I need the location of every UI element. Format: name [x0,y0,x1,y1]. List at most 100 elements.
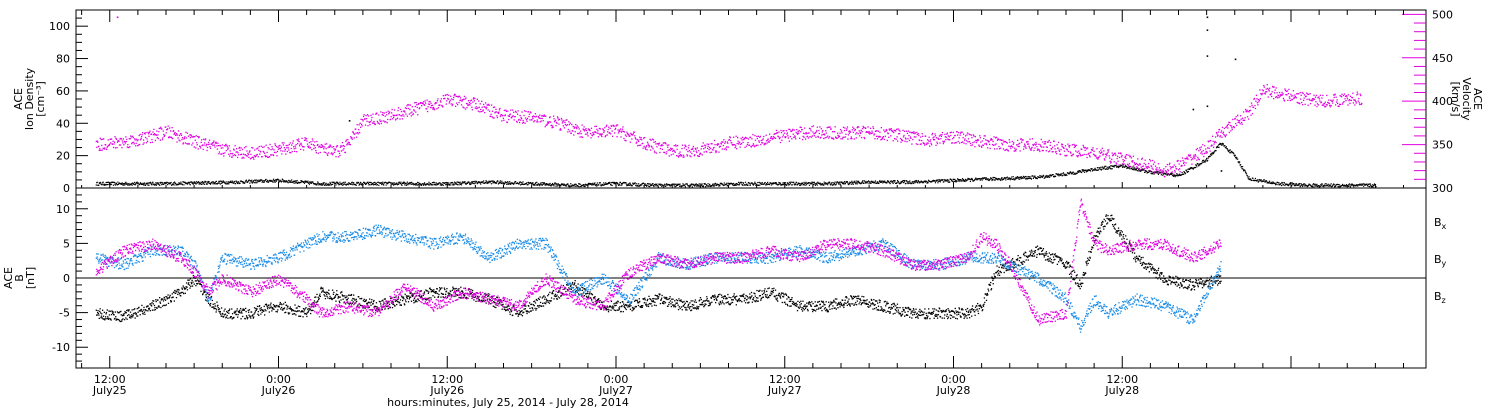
density-point [851,180,853,182]
density-point [183,184,185,186]
density-point [1048,175,1050,177]
velocity-point [1114,152,1116,155]
velocity-point [720,143,723,145]
density-point [1141,168,1143,170]
velocity-point [722,141,724,143]
velocity-point [583,130,586,132]
density-point [433,181,435,183]
velocity-point [253,155,255,157]
velocity-point [491,116,493,118]
velocity-point [539,121,541,123]
velocity-point [1199,149,1201,151]
velocity-point [529,111,532,113]
velocity-point [154,139,157,142]
velocity-point [152,133,155,136]
density-point [172,183,174,185]
density-point [149,182,151,184]
velocity-point [501,120,503,122]
density-point [1117,165,1119,167]
density-point [842,182,844,184]
velocity-point [764,142,766,144]
density-point [964,178,967,181]
velocity-point [671,148,673,150]
velocity-point [112,146,115,149]
velocity-point [583,126,585,128]
density-point [556,185,559,187]
velocity-point [569,122,571,124]
velocity-point [1232,118,1234,121]
density-point [117,183,120,185]
velocity-point [966,134,968,136]
density-point [955,181,957,183]
velocity-point [670,154,672,156]
velocity-point [814,132,817,134]
density-point [530,182,532,185]
velocity-point [412,114,414,116]
velocity-point [493,106,496,108]
density-point [1006,176,1008,178]
velocity-point [730,139,732,142]
velocity-point [875,135,878,138]
density-point [161,181,163,184]
velocity-point [850,137,852,140]
velocity-point [328,146,331,148]
density-point [1321,183,1323,185]
velocity-point [246,155,249,157]
velocity-point [418,102,420,105]
velocity-point [892,140,894,142]
velocity-point [1103,158,1105,160]
velocity-point [473,100,475,102]
density-point [1306,185,1309,188]
velocity-point [282,144,285,146]
velocity-point [1158,171,1160,173]
velocity-point [453,96,455,99]
density-point [349,183,351,185]
density-point [253,180,255,182]
density-point [1039,175,1041,177]
velocity-point [423,104,426,106]
density-point [1256,180,1258,182]
density-point [180,181,182,183]
density-point [1327,183,1329,185]
density-point [130,184,132,186]
velocity-point [681,144,684,146]
velocity-point [1053,145,1056,147]
velocity-point [803,127,806,129]
velocity-point [1087,153,1090,155]
density-point [324,184,326,186]
density-point [644,183,646,185]
velocity-point [960,141,963,144]
velocity-point [559,128,562,130]
velocity-point [971,137,973,139]
velocity-point [522,119,524,122]
velocity-point [437,107,440,109]
velocity-point [881,138,883,141]
velocity-point [391,108,393,111]
velocity-point [1211,135,1214,137]
velocity-point [1203,155,1205,158]
density-point [1012,178,1014,181]
density-point [715,183,717,185]
velocity-point [823,133,825,135]
velocity-point [250,153,252,156]
velocity-point [961,141,964,143]
density-point [625,182,627,184]
density-point [435,182,437,184]
density-point [1076,172,1078,174]
density-point [947,180,949,182]
velocity-point [950,134,952,137]
velocity-point [808,132,810,134]
density-point [1363,185,1365,187]
density-point [1143,168,1145,170]
velocity-point [283,147,286,149]
velocity-point [794,136,796,138]
velocity-point [1106,154,1108,156]
density-point [995,178,997,180]
velocity-point [1189,154,1192,156]
density-point [242,181,245,183]
density-point [322,182,324,184]
velocity-point [607,131,609,133]
velocity-point [170,130,172,132]
velocity-point [602,129,604,131]
velocity-point [876,130,878,132]
